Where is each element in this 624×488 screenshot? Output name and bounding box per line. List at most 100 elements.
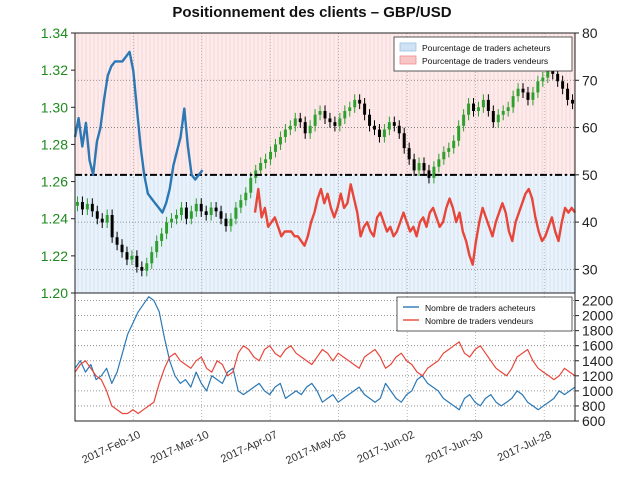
y-bottom-tick-label: 1000 [582,383,613,399]
price-candle [278,137,282,145]
price-candle [402,133,406,149]
buyers-count-line [74,296,576,411]
y-right-tick-label: 50 [582,167,598,183]
x-tick-label: 2017-Feb-10 [80,429,142,467]
price-candle [452,140,456,149]
y-bottom-tick-label: 600 [582,413,606,429]
price-candle [531,92,535,100]
price-candle [80,202,84,210]
price-candle [244,192,248,201]
top-legend-swatch [399,55,417,65]
top-panel: 1.20 1.22 1.24 1.26 1.28 1.30 1.32 1.34 30 40 50 60… [41,25,598,301]
x-tick-label: 2017-May-05 [284,429,348,467]
top-legend-swatch [399,42,417,52]
price-candle [462,114,466,126]
price-candle [308,125,312,134]
price-candle [303,122,307,134]
x-tick-label: 2017-Jun-02 [355,429,416,466]
price-candle [422,163,426,171]
x-tick-label: 2017-Jul-28 [496,429,554,464]
y-bottom-tick-label: 800 [582,398,606,414]
price-candle [432,166,436,178]
price-candle [373,125,376,130]
price-candle [407,148,411,160]
y-bottom-tick-label: 1400 [582,353,613,369]
price-candle [259,163,263,171]
price-candle [363,103,367,115]
price-candle [234,207,238,219]
top-legend-box [393,36,573,72]
y-left-tick-label: 1.26 [41,174,68,190]
price-candle [115,237,119,245]
price-candle [333,122,337,126]
price-candle [318,111,322,115]
price-candle [511,96,515,108]
y-bottom-tick-label: 2200 [582,293,613,309]
price-candle [506,107,510,111]
price-candle [481,99,485,108]
price-candle [298,118,302,123]
y-right-tick-label: 60 [582,120,598,136]
price-candle [491,111,495,123]
y-right-tick-label: 70 [582,72,598,88]
price-candle [85,203,89,210]
price-candle [140,267,144,271]
price-candle [75,202,79,206]
y-bottom-tick-label: 1200 [582,368,613,384]
price-candle [516,88,520,97]
price-candle [145,263,149,271]
price-candle [382,129,386,137]
price-candle [521,88,525,93]
price-candle [135,255,139,267]
x-axis: 2017-Feb-10 2017-Mar-10 2017-Apr-07 2017-Ma… [80,429,553,467]
y-left-tick-label: 1.34 [41,25,68,41]
price-candle [90,203,94,212]
price-candle [501,111,505,115]
price-candle [175,215,178,219]
bottom-legend-label: Nombre de traders vendeurs [425,316,533,326]
price-candle [283,129,287,137]
price-candle [427,170,431,178]
price-candle [155,241,159,253]
price-candle [105,215,109,223]
price-candle [160,233,164,241]
y-left-tick-label: 1.24 [41,211,68,227]
y-right-tick-label: 80 [582,25,598,41]
price-candle [100,218,104,223]
price-candle [526,92,530,100]
price-candle [566,88,570,100]
price-candle [541,77,545,82]
y-right-tick-label: 30 [582,261,598,277]
price-candle [179,207,183,215]
y-left-tick-label: 1.32 [41,62,68,78]
price-candle [447,148,451,152]
price-candle [274,144,277,152]
price-candle [377,129,381,137]
price-candle [417,163,421,171]
price-candle [199,203,203,212]
y-left-tick-label: 1.20 [41,285,68,301]
price-candle [353,99,357,108]
buyers-zone-background [75,174,575,293]
price-candle [457,125,461,141]
price-candle [437,159,441,167]
price-candle [264,159,268,163]
price-candle [204,211,208,215]
y-right-tick-label: 40 [582,214,598,230]
price-candle [229,218,233,227]
price-candle [110,215,114,238]
price-candle [536,81,540,93]
y-bottom-tick-label: 2000 [582,308,613,324]
price-candle [239,200,243,208]
bottom-legend-box [396,296,573,332]
price-candle [556,73,560,82]
top-legend-label: Pourcentage de traders vendeurs [422,56,548,66]
price-candle [125,252,129,260]
buyers-percentage-line-1 [73,50,204,214]
price-candle [224,218,228,227]
price-candle [313,114,317,126]
x-tick-label: 2017-Jun-30 [424,429,485,466]
price-candle [120,244,124,253]
